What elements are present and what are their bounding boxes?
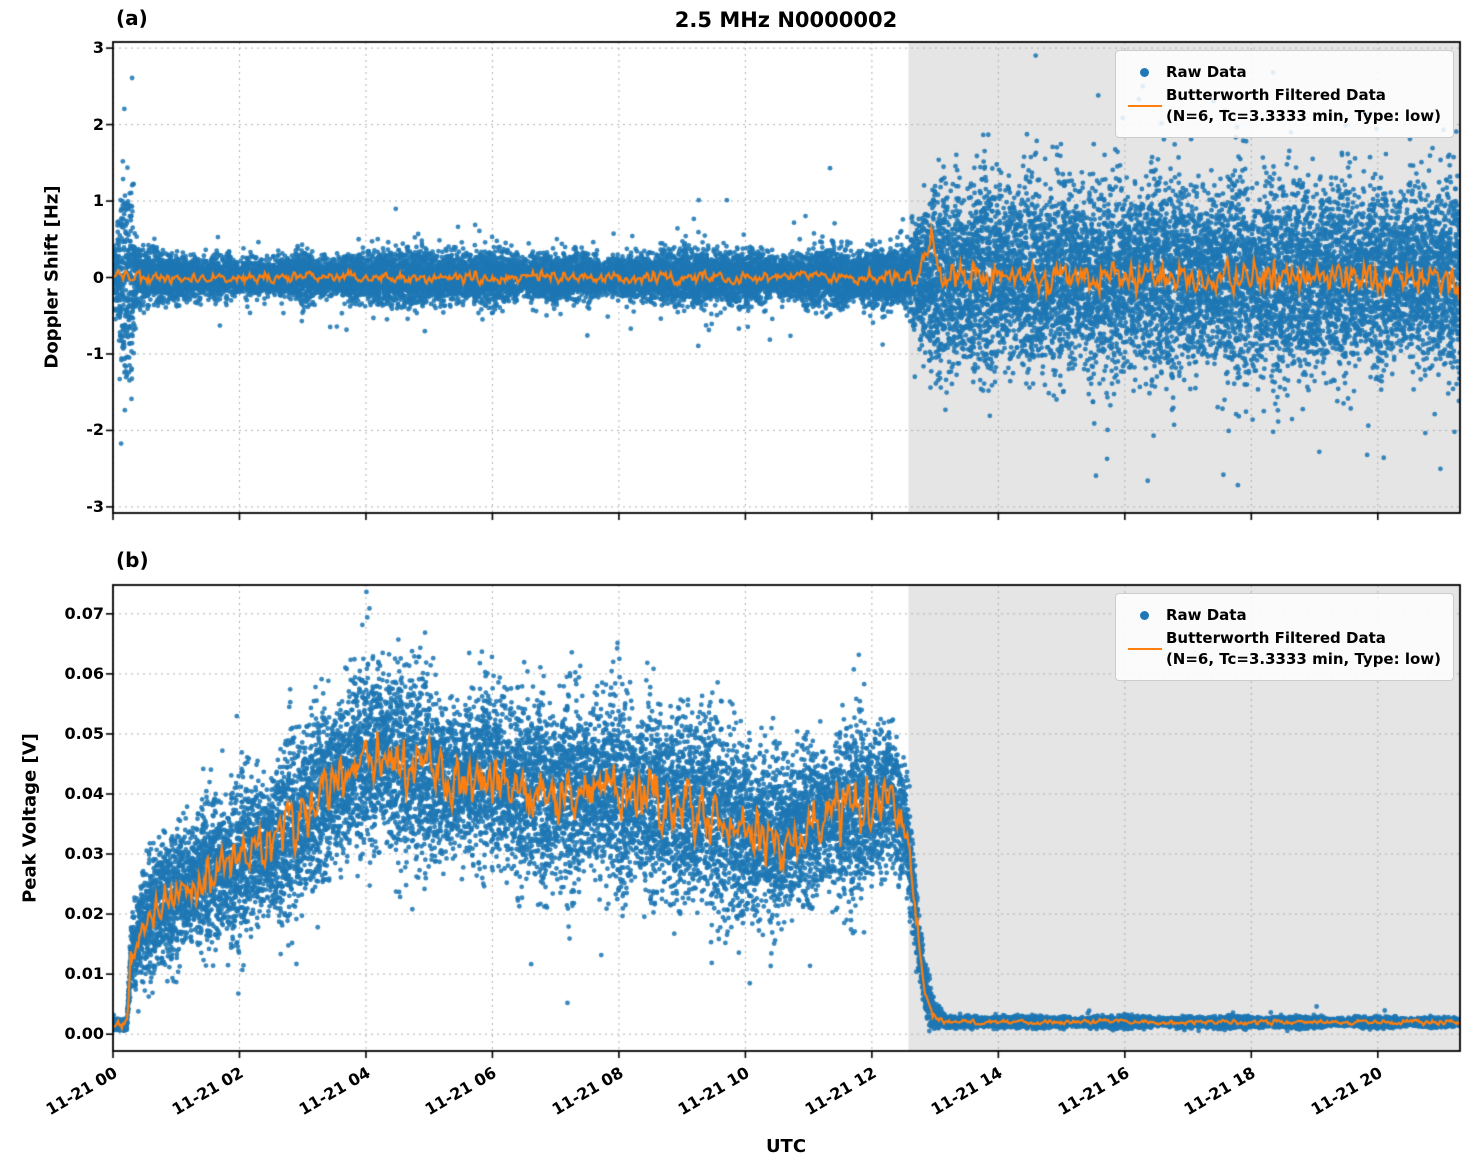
chart-title: 2.5 MHz N0000002: [674, 8, 898, 32]
legend-entry-filtered: Butterworth Filtered Data (N=6, Tc=3.3333…: [1124, 85, 1441, 126]
y-tick-label: 0.01: [64, 964, 104, 984]
raw-data-marker-icon: [1140, 67, 1150, 77]
y-tick-label: 0: [92, 267, 104, 287]
y-tick-label: 0.05: [64, 723, 104, 743]
panel-b-label: (b): [116, 548, 149, 572]
y-tick-label: -3: [86, 496, 104, 516]
legend-filtered-params: (N=6, Tc=3.3333 min, Type: low): [1165, 649, 1441, 668]
y-tick-label: 3: [92, 38, 104, 58]
y-tick-label: 1: [92, 191, 104, 211]
y-tick-label: -1: [86, 343, 104, 363]
y-tick-label: 0.07: [64, 603, 104, 623]
legend-b: Raw Data Butterworth Filtered Data (N=6, …: [1114, 593, 1454, 681]
filtered-line-marker-icon: [1127, 647, 1162, 650]
y-tick-label: 0.06: [64, 663, 104, 683]
legend-raw-label: Raw Data: [1165, 606, 1247, 624]
legend-filtered-label: Butterworth Filtered Data: [1165, 629, 1386, 648]
legend-entry-raw: Raw Data: [1124, 605, 1441, 625]
legend-filtered-params: (N=6, Tc=3.3333 min, Type: low): [1165, 106, 1441, 125]
legend-entry-raw: Raw Data: [1124, 62, 1441, 82]
legend-a: Raw Data Butterworth Filtered Data (N=6, …: [1114, 50, 1454, 138]
panel-a-label: (a): [116, 6, 148, 30]
raw-data-marker-icon: [1140, 610, 1150, 620]
y-axis-label-voltage: Peak Voltage [V]: [19, 733, 41, 903]
legend-entry-filtered: Butterworth Filtered Data (N=6, Tc=3.3333…: [1124, 628, 1441, 669]
y-tick-label: 0.03: [64, 844, 104, 864]
legend-filtered-label: Butterworth Filtered Data: [1165, 86, 1386, 105]
x-axis-label: UTC: [765, 1136, 807, 1157]
y-tick-label: 0.04: [64, 783, 104, 803]
y-tick-label: 0.02: [64, 904, 104, 924]
legend-raw-label: Raw Data: [1165, 63, 1247, 81]
y-tick-label: 0.00: [64, 1024, 104, 1044]
filtered-line-marker-icon: [1127, 104, 1162, 107]
y-tick-label: -2: [86, 420, 104, 440]
y-tick-label: 2: [92, 114, 104, 134]
